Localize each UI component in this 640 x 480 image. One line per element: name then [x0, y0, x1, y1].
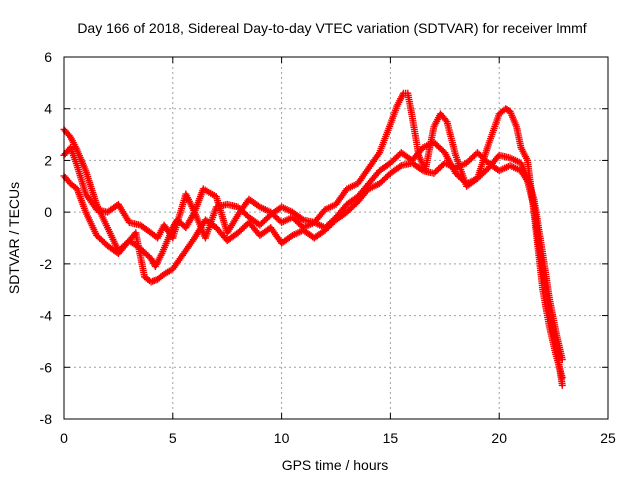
y-tick-label: 6 — [44, 49, 52, 65]
x-tick-label: 0 — [60, 430, 68, 446]
x-tick-label: 5 — [169, 430, 177, 446]
data-point-marker — [442, 116, 450, 124]
data-point — [558, 381, 566, 389]
x-axis-label: GPS time / hours — [282, 457, 389, 473]
y-tick-label: -6 — [40, 359, 53, 375]
plot-frame — [63, 56, 609, 420]
x-tick-label: 25 — [600, 430, 616, 446]
x-tick-label: 15 — [383, 430, 399, 446]
data-point-marker — [494, 153, 502, 161]
y-tick-label: 2 — [44, 152, 52, 168]
y-tick-label: -4 — [40, 308, 53, 324]
y-axis-label: SDTVAR / TECUs — [6, 182, 22, 294]
x-tick-label: 20 — [491, 430, 507, 446]
x-tick-label: 10 — [274, 430, 290, 446]
series-track-3 — [60, 149, 566, 389]
data-point-marker — [396, 163, 404, 171]
y-tick-label: 4 — [44, 101, 52, 117]
y-tick-label: -8 — [40, 411, 53, 427]
y-tick-label: 0 — [44, 204, 52, 220]
chart-title: Day 166 of 2018, Sidereal Day-to-day VTE… — [77, 20, 586, 36]
data-point-marker — [298, 215, 306, 223]
data-point-marker — [417, 166, 425, 174]
y-tick-label: -2 — [40, 256, 53, 272]
data-point — [558, 356, 566, 364]
